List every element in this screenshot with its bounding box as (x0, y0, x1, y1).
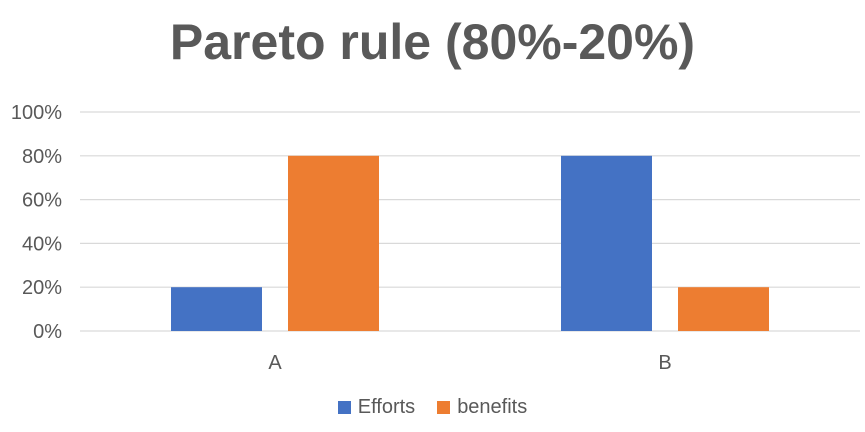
y-tick-label: 40% (22, 233, 62, 255)
bar-benefits-b (678, 287, 769, 331)
legend-label-efforts: Efforts (357, 396, 416, 418)
y-tick-label: 0% (33, 321, 62, 343)
y-tick-label: 60% (22, 190, 62, 212)
bars (171, 155, 769, 331)
legend-item-benefits: benefits (437, 396, 527, 419)
y-tick-label: 20% (22, 277, 62, 299)
legend: Efforts benefits (0, 396, 865, 419)
legend-swatch-efforts (337, 401, 351, 414)
legend-item-efforts: Efforts (337, 396, 416, 419)
legend-label-benefits: benefits (457, 396, 528, 418)
legend-swatch-benefits (437, 401, 451, 414)
x-tick-label: B (658, 352, 671, 374)
x-tick-label: A (268, 352, 282, 374)
y-tick-label: 100% (11, 102, 62, 124)
bar-efforts-a (171, 287, 262, 331)
bar-benefits-a (288, 155, 379, 331)
y-tick-labels: 0% 20% 40% 60% 80% 100% (11, 102, 62, 343)
y-tick-label: 80% (22, 146, 62, 168)
bar-efforts-b (561, 155, 652, 331)
chart-title: Pareto rule (80%-20%) (169, 14, 696, 70)
